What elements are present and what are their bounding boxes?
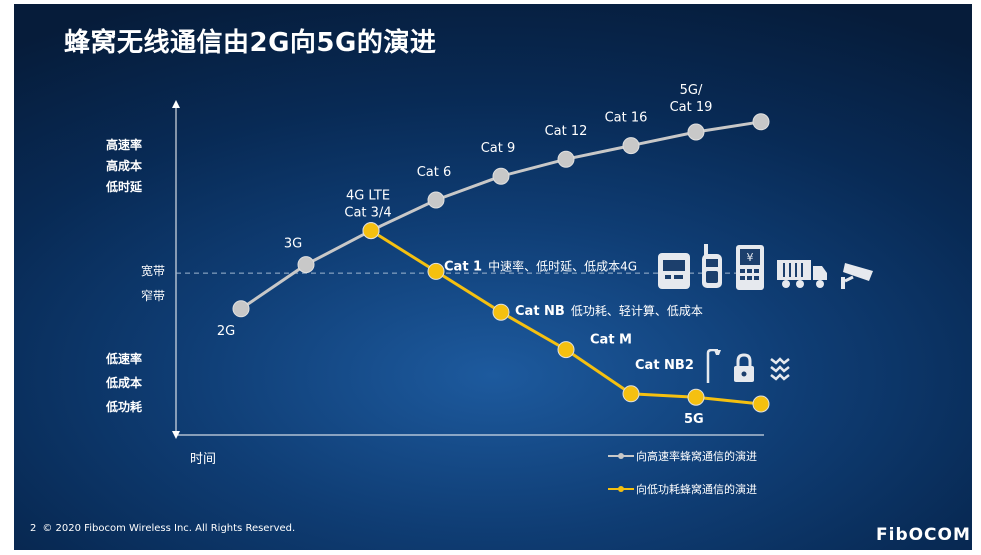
point-label: 4G LTE Cat 3/4: [344, 189, 391, 221]
evolution-chart: 2G 3G 4G LTE Cat 3/4 Cat 6 Cat 9 Cat 12 Cat 16 5…: [172, 83, 770, 439]
point-label: Cat NB 低功耗、轻计算、低成本: [515, 303, 703, 319]
water-wave-icon: [770, 357, 790, 381]
series-points: [232, 113, 770, 413]
legend-label: 向低功耗蜂窝通信的演进: [636, 483, 757, 496]
data-point: [232, 300, 250, 318]
data-point: [297, 256, 315, 274]
data-point: [622, 137, 640, 155]
smart-meter-icon: [658, 253, 690, 289]
y-axis-arrow-up-icon: [172, 100, 180, 108]
point-label: Cat 12: [545, 124, 588, 139]
page-number: 2: [30, 523, 37, 534]
point-label: Cat 9: [481, 141, 516, 156]
point-labels: 2G 3G 4G LTE Cat 3/4 Cat 6 Cat 9 Cat 12 Cat 16 5…: [217, 83, 713, 427]
street-light-icon: [706, 349, 721, 383]
data-point: [752, 113, 770, 131]
band-label-narrow: 窄带: [141, 289, 166, 303]
data-point: [557, 341, 575, 359]
point-label: 2G: [217, 324, 235, 339]
pos-terminal-icon: ¥: [736, 245, 764, 290]
slide: 蜂窝无线通信由2G向5G的演进 2G 3G 4G LTE Cat 3/4 Cat 6 Ca…: [14, 4, 972, 550]
band-label-wide: 宽带: [141, 264, 166, 278]
footer: 2 © 2020 Fibocom Wireless Inc. All Rights…: [30, 523, 295, 534]
y-bottom-label: 低速率: [106, 352, 143, 366]
y-top-label: 高成本: [106, 159, 143, 173]
point-label: Cat 16: [605, 111, 648, 126]
y-top-labels: 高速率 高成本 低时延: [106, 135, 142, 198]
truck-icon: [777, 260, 827, 288]
data-point: [492, 303, 510, 321]
security-camera-icon: [841, 263, 873, 289]
data-point: [427, 262, 445, 280]
point-label: 3G: [284, 237, 302, 252]
x-axis-label: 时间: [190, 452, 217, 467]
data-point: [687, 388, 705, 406]
legend-item-high-speed: 向高速率蜂窝通信的演进: [608, 448, 757, 464]
y-axis-arrow-down-icon: [172, 431, 180, 439]
copyright: © 2020 Fibocom Wireless Inc. All Rights …: [42, 523, 296, 534]
data-point: [362, 222, 380, 240]
data-point: [427, 191, 445, 209]
fibocom-logo: FibOCOM: [876, 525, 971, 545]
legend-label: 向高速率蜂窝通信的演进: [636, 450, 757, 463]
data-point: [752, 395, 770, 413]
slide-title: 蜂窝无线通信由2G向5G的演进: [64, 28, 437, 58]
legend-item-low-power: 向低功耗蜂窝通信的演进: [608, 481, 757, 497]
data-point: [687, 123, 705, 141]
point-label: 5G: [684, 412, 704, 427]
y-top-label: 低时延: [106, 180, 143, 194]
point-label: Cat 1 中速率、低时延、低成本4G: [444, 258, 637, 274]
y-bottom-label: 低功耗: [106, 400, 143, 414]
legend-line-yellow-icon: [608, 486, 634, 492]
point-label: 5G/Cat 19: [670, 83, 713, 115]
padlock-icon: [734, 353, 754, 382]
chart-axes: [172, 100, 764, 439]
walkie-talkie-icon: [702, 244, 722, 288]
y-bottom-labels: 低速率 低成本 低功耗: [106, 347, 142, 419]
y-top-label: 高速率: [106, 138, 143, 152]
legend-line-gray-icon: [608, 453, 634, 459]
point-label: Cat NB2: [635, 358, 694, 373]
data-point: [622, 385, 640, 403]
svg-text:¥: ¥: [747, 251, 754, 264]
point-label: Cat M: [590, 333, 632, 348]
y-bottom-label: 低成本: [106, 376, 143, 390]
point-label: Cat 6: [417, 165, 452, 180]
data-point: [492, 167, 510, 185]
data-point: [557, 150, 575, 168]
